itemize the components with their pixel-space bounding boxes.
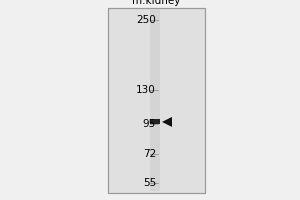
Text: 72: 72 — [143, 149, 156, 159]
Polygon shape — [162, 117, 172, 127]
Text: 250: 250 — [136, 15, 156, 25]
Text: 95: 95 — [143, 119, 156, 129]
Bar — [150, 119, 160, 124]
Bar — [150, 10, 160, 191]
Text: 55: 55 — [143, 178, 156, 188]
Bar — [108, 8, 205, 193]
Text: 130: 130 — [136, 85, 156, 95]
Bar — [108, 8, 205, 193]
Text: m.kidney: m.kidney — [132, 0, 181, 6]
